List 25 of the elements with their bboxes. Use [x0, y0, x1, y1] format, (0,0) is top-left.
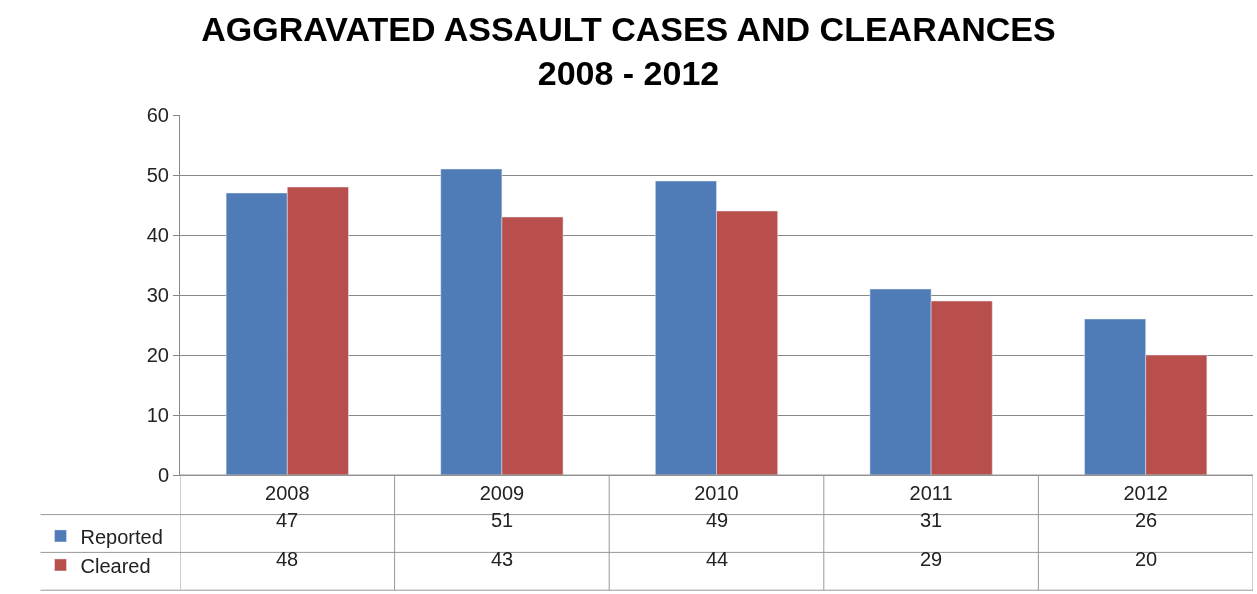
- data-label: 51: [491, 509, 514, 531]
- data-label: 43: [491, 548, 514, 570]
- legend-label: Reported: [80, 525, 163, 548]
- data-label: 20: [1135, 548, 1158, 570]
- y-tick-label: 40: [146, 224, 169, 246]
- legend-label: Cleared: [80, 554, 151, 577]
- data-label: 44: [706, 548, 729, 570]
- x-tick-label: 2012: [1123, 482, 1168, 504]
- x-tick-label: 2010: [694, 482, 739, 504]
- data-label: 49: [706, 509, 729, 531]
- y-tick-label: 20: [146, 344, 169, 366]
- data-label: 47: [276, 509, 299, 531]
- x-tick-label: 2009: [479, 482, 525, 504]
- data-label: 31: [920, 509, 943, 531]
- y-tick-label: 30: [146, 284, 169, 306]
- data-label: 26: [1135, 509, 1158, 531]
- y-tick-label: 0: [157, 464, 169, 486]
- y-tick-label: 60: [146, 104, 169, 126]
- chart-title: AGGRAVATED ASSAULT CASES AND CLEARANCES 2008 - 2012: [201, 9, 1056, 92]
- data-label: 29: [920, 548, 943, 570]
- x-tick-label: 2011: [909, 482, 953, 504]
- x-tick-label: 2008: [265, 482, 310, 504]
- data-label: 48: [276, 548, 299, 570]
- y-tick-label: 10: [146, 404, 169, 426]
- y-tick-label: 50: [146, 164, 169, 186]
